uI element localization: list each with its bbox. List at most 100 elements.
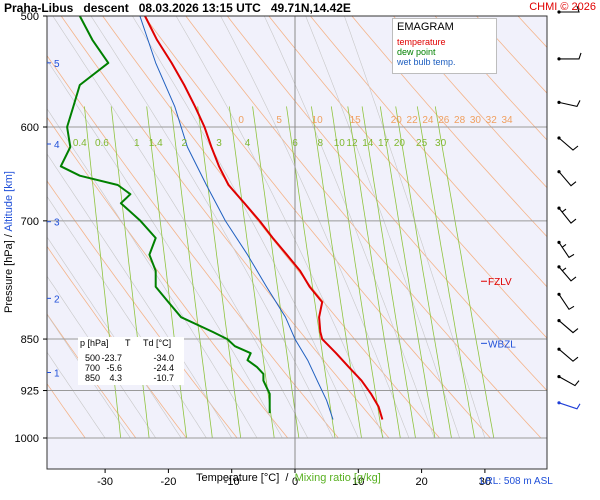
mixing-ratio-line: [347, 106, 401, 439]
moist-adiabat-line: [305, 16, 460, 439]
temperature-tick-label: 0: [292, 476, 298, 488]
pressure-tick-label: 925: [21, 386, 39, 398]
mixing-ratio-label: 0.4: [73, 138, 87, 149]
mixing-ratio-label: 1: [134, 138, 140, 149]
table-cell: 700: [85, 363, 101, 373]
wind-barb: [557, 100, 581, 108]
wind-barb-station: [557, 292, 561, 296]
plot-area: [47, 16, 547, 469]
moist-adiabat-line: [175, 16, 384, 439]
table-header-p: p [hPa]: [80, 338, 109, 348]
mixing-ratio-label: 10: [334, 138, 346, 149]
dry-adiabat-label: 34: [501, 115, 513, 126]
wind-barb: [557, 136, 579, 151]
table-cell: -10.7: [153, 373, 174, 383]
sounding-table: p [hPa] T Td [°C] 500 -23.7 -34.0 700 -5…: [78, 337, 184, 385]
wind-barb-shaft: [558, 100, 581, 108]
y-axis-label: Pressure [hPa] / Altitude [km]: [3, 171, 15, 313]
table-header-td: Td [°C]: [143, 338, 172, 348]
x-label-mixing-ratio: Mixing ratio [g/kg]: [294, 472, 381, 484]
wind-barb-station: [557, 319, 561, 323]
lrl-label: LRL: 508 m ASL: [480, 476, 553, 487]
wetbulb-curve: [139, 16, 334, 420]
wind-barb: [557, 52, 582, 61]
wind-barb-shaft: [559, 52, 582, 60]
station-name: Praha-Libus: [4, 1, 74, 15]
dry-adiabat-label: 15: [350, 115, 362, 126]
mixing-ratio-label: 1.4: [149, 138, 163, 149]
mixing-ratio-line: [197, 106, 242, 439]
mixing-ratio-label: 6: [292, 138, 298, 149]
wind-barb-shaft: [558, 402, 581, 410]
dry-adiabat-label: 5: [276, 115, 282, 126]
table-cell: 500: [85, 353, 101, 363]
station-coords: 49.71N,14.42E: [270, 1, 351, 15]
dry-adiabat-line: [102, 16, 440, 439]
table-row: 850 4.3 -10.7: [78, 373, 184, 384]
dry-adiabat-label: 32: [486, 115, 498, 126]
wind-barb: [557, 5, 580, 14]
wind-barb-station: [557, 206, 561, 210]
table-cell: -5.6: [106, 363, 122, 373]
moist-adiabat-line: [47, 314, 131, 439]
moist-adiabat-line: [47, 275, 156, 439]
pressure-tick-label: 1000: [15, 433, 39, 445]
pressure-tick-label: 850: [21, 334, 39, 346]
mixing-ratio-label: 2: [181, 138, 187, 149]
mixing-ratio-line: [228, 106, 275, 439]
wind-barb-station: [557, 347, 561, 351]
wind-barb: [557, 265, 577, 282]
wind-barb: [557, 375, 580, 387]
moist-adiabat-line: [47, 153, 232, 439]
mixing-ratio-label: 20: [394, 138, 406, 149]
dry-adiabat-line: [143, 16, 491, 439]
table-cell: 850: [85, 373, 101, 383]
temperature-curve: [144, 16, 384, 420]
mixing-ratio-label: 14: [362, 138, 374, 149]
mixing-ratio-line: [361, 106, 416, 439]
dry-adiabat-line: [47, 383, 86, 439]
sounding-datetime: 08.03.2026 13:15 UTC: [138, 1, 261, 15]
mixing-ratio-line: [110, 106, 150, 439]
moist-adiabat-line: [90, 16, 334, 439]
mixing-ratio-line: [146, 106, 187, 439]
dry-adiabat-line: [268, 16, 547, 339]
legend-title: EMAGRAM: [397, 21, 454, 33]
x-label-separator: /: [285, 472, 289, 484]
sounding-mode: descent: [83, 1, 129, 15]
chart-legend: EMAGRAM temperature dew point wet bulb t…: [392, 18, 497, 74]
wind-barb-shaft: [558, 320, 579, 334]
moist-adiabat-line: [220, 16, 410, 439]
wind-barb: [557, 170, 577, 187]
wind-barb-shaft: [558, 207, 577, 224]
dry-adiabat-line: [434, 16, 547, 141]
dry-adiabat-label: 26: [438, 115, 450, 126]
moist-adiabat-line: [52, 16, 308, 439]
moist-adiabat-line: [264, 16, 435, 439]
moist-adiabat-line: [344, 16, 486, 439]
wind-barb-station: [557, 57, 561, 61]
dry-adiabat-label: 20: [391, 115, 403, 126]
wind-barb: [557, 319, 579, 334]
temperature-tick-label: -30: [97, 476, 113, 488]
dry-adiabat-label: 0: [238, 115, 244, 126]
pressure-tick-label: 600: [21, 122, 39, 134]
header-title: Praha-Libus descent 08.03.2026 13:15 UTC…: [4, 1, 351, 15]
legend-dewpoint: dew point: [397, 47, 436, 57]
altitude-tick-label: 3: [54, 218, 60, 229]
mixing-ratio-label: 4: [245, 138, 251, 149]
x-axis-label: Temperature [°C] / Mixing ratio [g/kg]: [196, 472, 381, 484]
moist-adiabat-line: [47, 236, 182, 439]
dry-adiabat-line: [310, 16, 547, 288]
dewpoint-curve: [59, 16, 271, 414]
table-header-t: T: [125, 338, 131, 348]
mixing-ratio-line: [395, 106, 452, 439]
wind-barb-station: [557, 265, 561, 269]
moist-adiabat-line: [47, 59, 283, 439]
altitude-tick-label: 1: [54, 369, 60, 380]
temperature-tick-label: 20: [415, 476, 427, 488]
dry-adiabat-line: [60, 16, 390, 439]
dry-adiabat-label: 24: [422, 115, 434, 126]
mixing-ratio-label: 8: [318, 138, 324, 149]
